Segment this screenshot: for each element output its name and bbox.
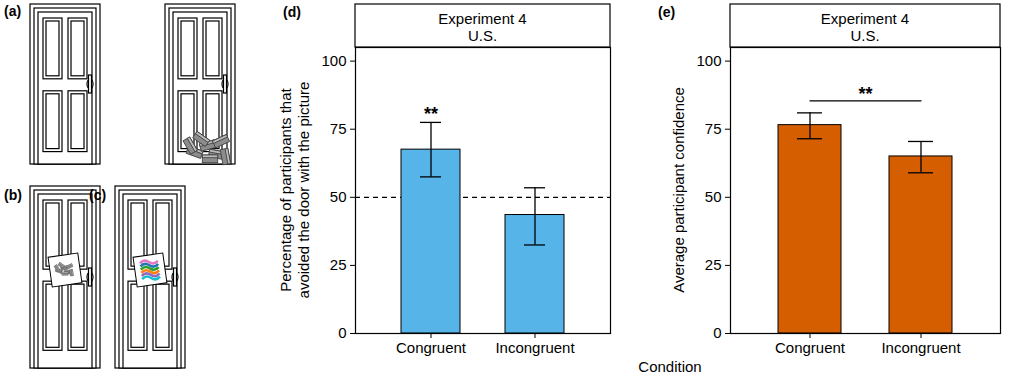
svg-text:25: 25 [330, 256, 347, 273]
svg-text:Incongruent: Incongruent [495, 339, 575, 356]
svg-text:**: ** [424, 104, 438, 124]
svg-text:**: ** [858, 84, 872, 104]
svg-text:50: 50 [330, 188, 347, 205]
svg-text:U.S.: U.S. [468, 27, 497, 44]
svg-text:0: 0 [338, 324, 346, 341]
svg-text:Experiment 4: Experiment 4 [821, 10, 909, 27]
svg-text:100: 100 [321, 52, 346, 69]
svg-text:Condition: Condition [638, 358, 701, 375]
svg-text:Congruent: Congruent [396, 339, 467, 356]
svg-text:100: 100 [696, 52, 721, 69]
svg-text:Congruent: Congruent [775, 339, 846, 356]
svg-text:Percentage of participants tha: Percentage of participants that [277, 87, 294, 291]
svg-text:(e): (e) [658, 4, 675, 20]
svg-text:(a): (a) [4, 3, 21, 19]
svg-text:(b): (b) [4, 187, 22, 203]
svg-text:(c): (c) [89, 187, 106, 203]
svg-text:75: 75 [705, 120, 722, 137]
svg-text:(d): (d) [283, 4, 301, 20]
svg-text:avoided the door with the pict: avoided the door with the picture [295, 82, 312, 299]
svg-text:25: 25 [705, 256, 722, 273]
svg-text:Average participant confidence: Average participant confidence [670, 87, 687, 293]
svg-text:Incongruent: Incongruent [881, 339, 961, 356]
svg-text:0: 0 [713, 324, 721, 341]
svg-text:75: 75 [330, 120, 347, 137]
svg-text:Experiment 4: Experiment 4 [438, 10, 526, 27]
svg-text:50: 50 [705, 188, 722, 205]
svg-text:U.S.: U.S. [850, 27, 879, 44]
